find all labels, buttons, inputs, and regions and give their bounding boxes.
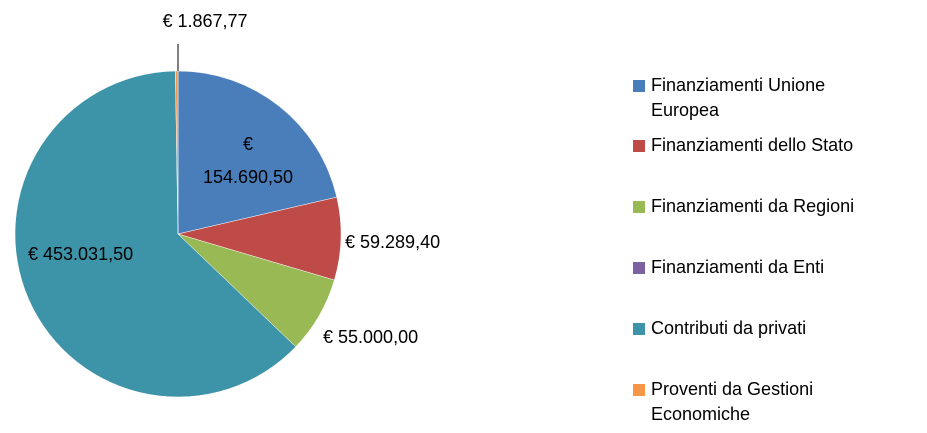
legend-swatch xyxy=(633,384,645,396)
text-line: Finanziamenti da Regioni xyxy=(651,196,854,216)
data-label: € 59.289,40 xyxy=(345,232,440,252)
text-line: 154.690,50 xyxy=(203,167,293,187)
legend-swatch xyxy=(633,262,645,274)
data-label: €154.690,50 xyxy=(203,134,293,187)
legend-swatch xyxy=(633,323,645,335)
text-line: Europea xyxy=(651,100,720,120)
text-line: Finanziamenti dello Stato xyxy=(651,135,853,155)
data-label: € 55.000,00 xyxy=(323,327,418,347)
pie-slice xyxy=(14,70,297,398)
data-label: € 453.031,50 xyxy=(28,244,133,264)
legend-swatch xyxy=(633,140,645,152)
legend-label: Finanziamenti Unione Europea xyxy=(651,75,825,120)
text-line: Proventi da Gestioni xyxy=(651,379,813,399)
text-line: Economiche xyxy=(651,404,750,424)
pie-slice xyxy=(177,70,338,235)
text-line: Finanziamenti da Enti xyxy=(651,257,824,277)
legend-label: Contributi da privati xyxy=(651,318,806,338)
data-label: € 1.867,77 xyxy=(162,11,247,31)
text-line: € xyxy=(243,134,253,154)
legend-label: Finanziamenti dello Stato xyxy=(651,135,853,155)
legend-label: Proventi da Gestioni Economiche xyxy=(651,379,813,424)
legend-label: Finanziamenti da Regioni xyxy=(651,196,854,216)
text-line: Contributi da privati xyxy=(651,318,806,338)
text-line: Finanziamenti Unione xyxy=(651,75,825,95)
legend-swatch xyxy=(633,201,645,213)
legend-swatch xyxy=(633,80,645,92)
legend-label: Finanziamenti da Enti xyxy=(651,257,824,277)
